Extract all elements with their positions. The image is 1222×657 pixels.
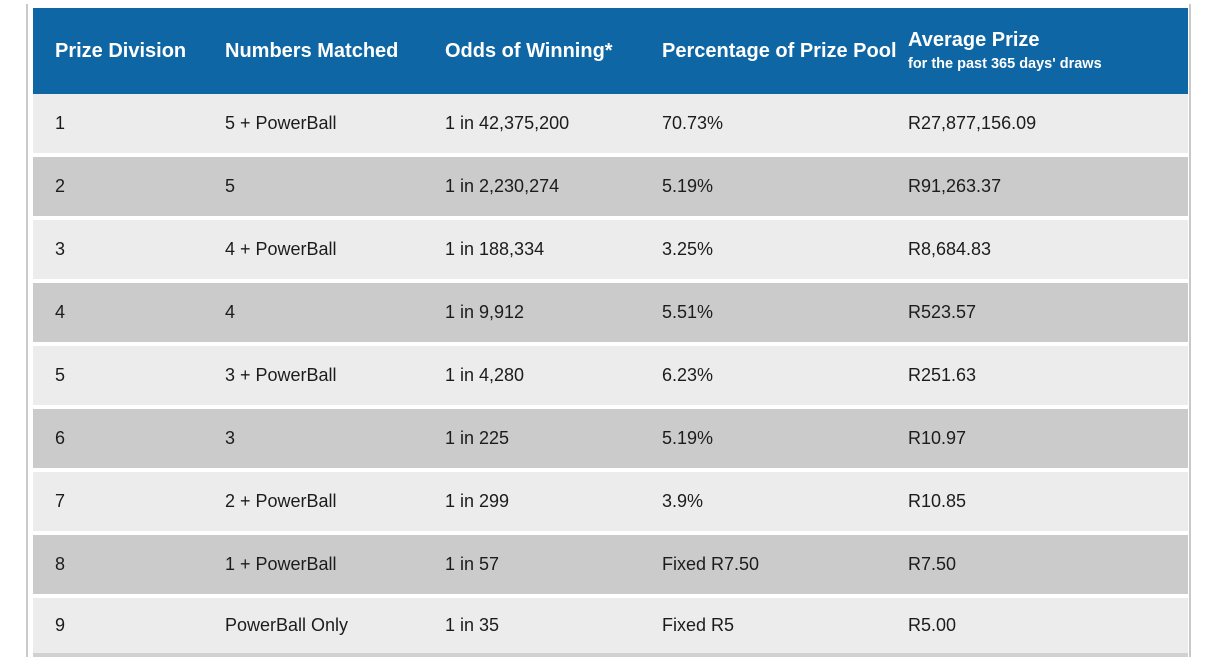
table-row: 4 4 1 in 9,912 5.51% R523.57 (33, 283, 1188, 342)
cell-average-prize: R10.97 (908, 428, 967, 448)
left-border-line (26, 4, 28, 657)
right-border-line (1189, 4, 1191, 657)
cell-average-prize: R8,684.83 (908, 239, 992, 259)
header-average-prize-subtitle: for the past 365 days' draws (908, 56, 1102, 73)
header-average-prize-title: Average Prize (908, 29, 1040, 52)
cell-odds: 1 in 188,334 (445, 239, 545, 259)
cell-matched: 2 + PowerBall (225, 491, 337, 511)
cell-pool: Fixed R7.50 (662, 554, 760, 574)
cell-matched: 5 + PowerBall (225, 113, 337, 133)
cell-matched: 4 + PowerBall (225, 239, 337, 259)
cell-matched: PowerBall Only (225, 615, 349, 635)
cell-pool: 3.9% (662, 491, 704, 511)
cell-average-prize: R251.63 (908, 365, 977, 385)
cell-pool: 6.23% (662, 365, 714, 385)
header-percentage-of-prize-pool: Percentage of Prize Pool (662, 39, 897, 62)
cell-pool: Fixed R5 (662, 615, 735, 635)
cell-odds: 1 in 42,375,200 (445, 113, 570, 133)
cell-matched: 3 (225, 428, 236, 448)
cell-matched: 3 + PowerBall (225, 365, 337, 385)
table-row: 8 1 + PowerBall 1 in 57 Fixed R7.50 R7.5… (33, 535, 1188, 594)
cell-odds: 1 in 225 (445, 428, 510, 448)
cell-division: 6 (55, 428, 66, 448)
cell-matched: 5 (225, 176, 236, 196)
table-bottom-edge (33, 653, 1188, 657)
table-row: 2 5 1 in 2,230,274 5.19% R91,263.37 (33, 157, 1188, 216)
cell-pool: 5.19% (662, 428, 714, 448)
table-row: 5 3 + PowerBall 1 in 4,280 6.23% R251.63 (33, 346, 1188, 405)
cell-matched: 4 (225, 302, 236, 322)
table-row: 3 4 + PowerBall 1 in 188,334 3.25% R8,68… (33, 220, 1188, 279)
table-row: 6 3 1 in 225 5.19% R10.97 (33, 409, 1188, 468)
cell-odds: 1 in 57 (445, 554, 500, 574)
table-header-row: Prize Division Numbers Matched Odds of W… (33, 8, 1188, 94)
cell-division: 8 (55, 554, 66, 574)
cell-pool: 3.25% (662, 239, 714, 259)
cell-pool: 5.51% (662, 302, 714, 322)
cell-odds: 1 in 35 (445, 615, 500, 635)
cell-pool: 70.73% (662, 113, 724, 133)
cell-division: 1 (55, 113, 66, 133)
cell-odds: 1 in 4,280 (445, 365, 525, 385)
cell-matched: 1 + PowerBall (225, 554, 337, 574)
table-row: 9 PowerBall Only 1 in 35 Fixed R5 R5.00 (33, 598, 1188, 653)
cell-division: 7 (55, 491, 66, 511)
cell-average-prize: R5.00 (908, 615, 957, 635)
cell-average-prize: R523.57 (908, 302, 977, 322)
table-row: 1 5 + PowerBall 1 in 42,375,200 70.73% R… (33, 94, 1188, 153)
cell-odds: 1 in 2,230,274 (445, 176, 560, 196)
cell-odds: 1 in 9,912 (445, 302, 525, 322)
cell-average-prize: R7.50 (908, 554, 957, 574)
header-numbers-matched: Numbers Matched (225, 39, 399, 62)
cell-division: 9 (55, 615, 66, 635)
cell-division: 3 (55, 239, 66, 259)
header-prize-division: Prize Division (55, 39, 187, 62)
cell-average-prize: R27,877,156.09 (908, 113, 1037, 133)
cell-division: 5 (55, 365, 66, 385)
cell-average-prize: R91,263.37 (908, 176, 1002, 196)
cell-average-prize: R10.85 (908, 491, 967, 511)
table-row: 7 2 + PowerBall 1 in 299 3.9% R10.85 (33, 472, 1188, 531)
cell-pool: 5.19% (662, 176, 714, 196)
header-odds-of-winning: Odds of Winning* (445, 39, 613, 62)
cell-division: 4 (55, 302, 66, 322)
cell-odds: 1 in 299 (445, 491, 510, 511)
prize-divisions-table: Prize Division Numbers Matched Odds of W… (33, 8, 1188, 657)
cell-division: 2 (55, 176, 66, 196)
header-average-prize: Average Prize for the past 365 days' dra… (908, 29, 1188, 73)
